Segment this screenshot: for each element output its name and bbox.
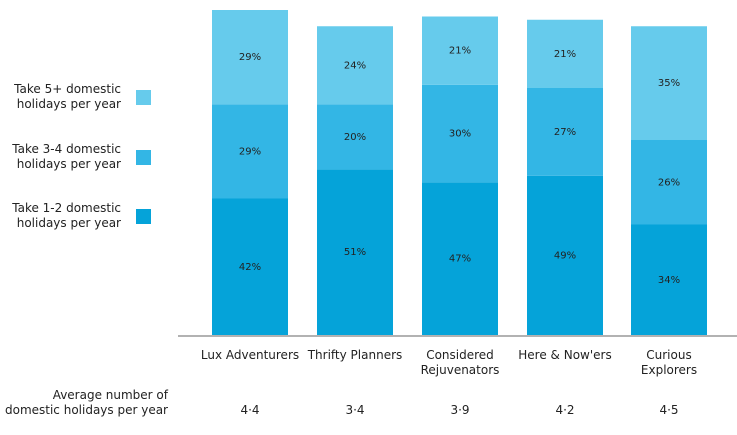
bar-segment <box>422 84 498 183</box>
value-label: 26% <box>658 177 680 188</box>
bar-segment <box>317 169 393 335</box>
bar-segment <box>317 26 393 105</box>
value-label: 34% <box>658 275 680 286</box>
legend-swatch <box>136 150 151 165</box>
value-label: 42% <box>239 262 261 273</box>
bar-segment <box>212 104 288 199</box>
average-value: 4·4 <box>240 403 260 417</box>
x-tick-label: Thrifty Planners <box>307 348 403 362</box>
average-value: 4·2 <box>555 403 575 417</box>
value-label: 29% <box>239 52 261 63</box>
bar-segment <box>631 140 707 225</box>
bar-segment <box>527 19 603 88</box>
average-value: 3·9 <box>450 403 470 417</box>
bar-segment <box>422 182 498 335</box>
legend-label: Take 3-4 domestic holidays per year <box>12 142 121 171</box>
bar-segment <box>212 198 288 335</box>
value-label: 20% <box>344 132 366 143</box>
bar-segment <box>212 10 288 105</box>
legend-swatch <box>136 209 151 224</box>
value-label: 21% <box>449 46 471 57</box>
value-label: 30% <box>449 129 471 140</box>
average-value: 4·5 <box>659 403 679 417</box>
value-label: 24% <box>344 60 366 71</box>
legend-label: Take 1-2 domestic holidays per year <box>12 201 121 230</box>
bar-segment <box>422 16 498 85</box>
value-label: 49% <box>554 250 576 261</box>
average-row-label: Average number of domestic holidays per … <box>4 388 168 417</box>
value-label: 35% <box>658 78 680 89</box>
legend-swatch <box>136 90 151 105</box>
bar-segment <box>527 88 603 176</box>
legend-label: Take 5+ domestic holidays per year <box>14 82 121 111</box>
value-label: 27% <box>554 127 576 138</box>
value-label: 29% <box>239 146 261 157</box>
x-tick-label: Curious Explorers <box>640 348 698 377</box>
bar-segment <box>317 104 393 170</box>
value-label: 51% <box>344 247 366 258</box>
x-tick-label: Lux Adventurers <box>200 348 300 362</box>
bar-segment <box>631 26 707 140</box>
value-label: 47% <box>449 254 471 265</box>
bar-segment <box>631 224 707 335</box>
average-value: 3·4 <box>345 403 365 417</box>
value-label: 21% <box>554 49 576 60</box>
x-tick-label: Considered Rejuvenators <box>420 348 500 377</box>
x-tick-label: Here & Now'ers <box>518 348 612 362</box>
bar-segment <box>527 175 603 335</box>
